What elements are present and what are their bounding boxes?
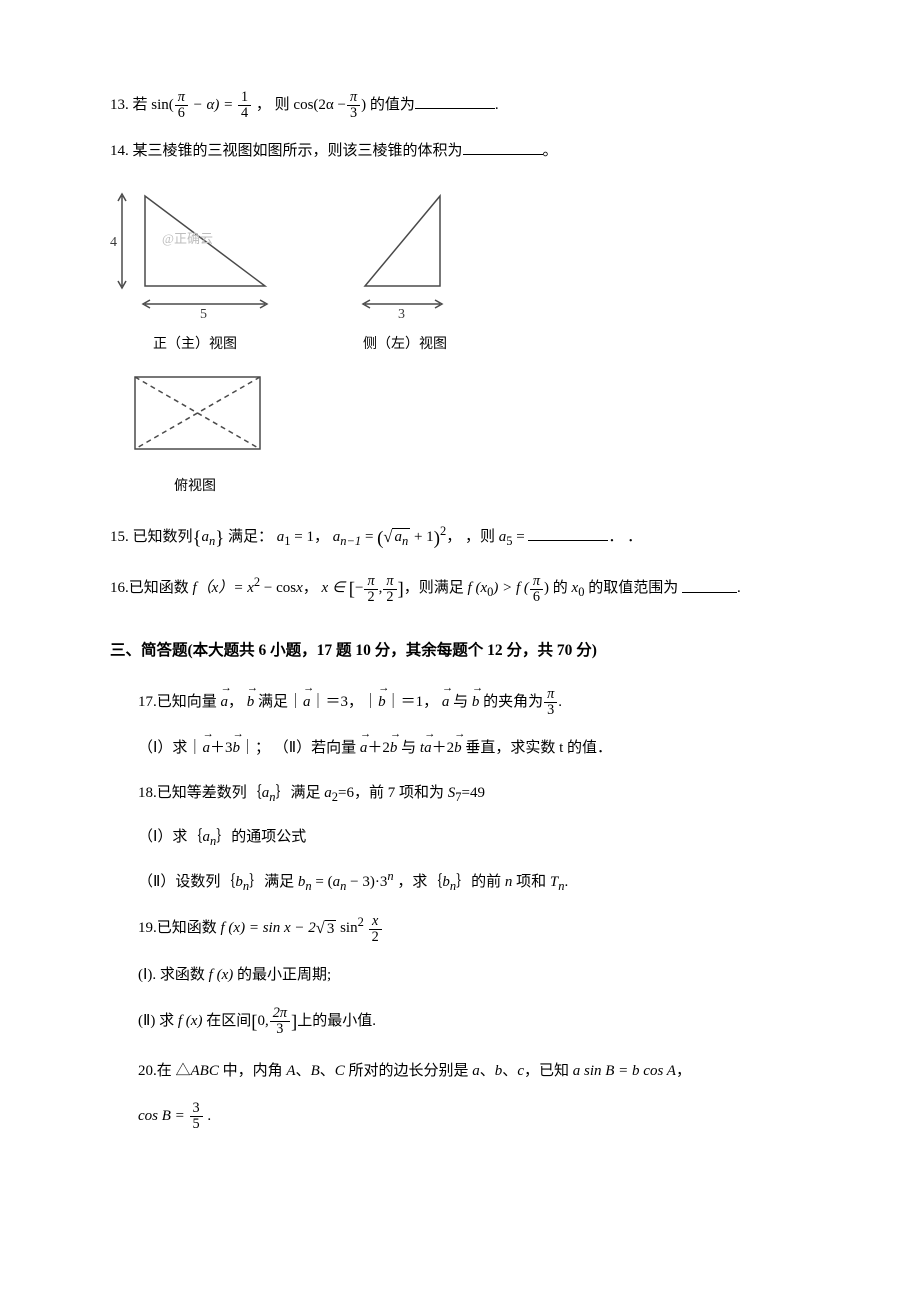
section-3-title: 三、简答题(本大题共 6 小题，17 题 10 分，其余每题个 12 分，共 7… (110, 636, 810, 665)
side-view-svg: 3 (340, 181, 470, 321)
top-view-block: 俯视图 (110, 369, 280, 501)
q16-blank (682, 578, 737, 593)
q13-mid: ， 则 cos(2α − (256, 97, 346, 113)
q18-p2: （Ⅱ）设数列｛bn｝满足 bn = (an − 3)·3n ，求｛bn｝的前 n… (138, 868, 810, 897)
svg-text:5: 5 (200, 307, 207, 321)
top-view-svg (110, 369, 280, 464)
q13-frac-rhs: 14 (238, 90, 251, 121)
front-view-svg: 4 5 @正确云 (110, 181, 280, 321)
front-view-label: 正（主）视图 (110, 332, 280, 359)
q15-num: 15. (110, 529, 129, 545)
q19-sqrt3: 3 (325, 920, 337, 938)
q19-x2: x2 (369, 914, 382, 945)
q14-diagrams-row2: 俯视图 (110, 369, 810, 501)
q15-sqrt: an (392, 528, 410, 546)
q20-line2: cos B = 35 . (138, 1101, 810, 1132)
question-20: 20.在 △ABC 中，内角 A、B、C 所对的边长分别是 a、b、c，已知 a… (138, 1057, 810, 1086)
question-16: 16.已知函数 f（x）= x2 − cosx， x ∈ [−π2,π2]，则满… (110, 572, 810, 608)
q14-blank (463, 140, 543, 155)
question-18: 18.已知等差数列｛an｝满足 a2=6，前 7 项和为 S7=49 (138, 779, 810, 808)
side-view-label: 侧（左）视图 (340, 332, 470, 359)
q13-frac-pi3: π3 (347, 90, 360, 121)
q20-num: 20. (138, 1063, 157, 1079)
q16-frac-pi6: π6 (530, 574, 543, 605)
question-13: 13. 若 sin(π6 − α) = 14 ， 则 cos(2α −π3) 的… (110, 90, 810, 121)
question-17: 17.已知向量 a， b 满足｜a｜＝3，｜b｜＝1， a 与 b 的夹角为π3… (138, 687, 810, 718)
q19-p2: (Ⅱ) 求 f (x) 在区间[0,2π3]上的最小值. (138, 1005, 810, 1041)
q13-text: 若 sin( (133, 97, 174, 113)
q13-tail: . (495, 97, 499, 113)
q18-num: 18. (138, 785, 157, 801)
q17-num: 17. (138, 694, 157, 710)
q19-p1: (Ⅰ). 求函数 f (x) 的最小正周期; (138, 961, 810, 990)
top-view-label: 俯视图 (110, 474, 280, 501)
q15-blank (528, 526, 608, 541)
q14-tail: 。 (543, 143, 558, 159)
front-view-block: 4 5 @正确云 正（主）视图 (110, 181, 280, 358)
q16-num: 16. (110, 581, 129, 597)
q13-blank (415, 94, 495, 109)
q14-num: 14. (110, 143, 129, 159)
svg-text:3: 3 (398, 307, 405, 321)
q16-frac-neg: π2 (364, 574, 377, 605)
q13-num: 13. (110, 97, 129, 113)
question-15: 15. 已知数列{an} 满足： a1 = 1， an−1 = (√an + 1… (110, 521, 810, 557)
q14-text: 某三棱锥的三视图如图所示，则该三棱锥的体积为 (133, 143, 463, 159)
q20-frac35: 35 (190, 1101, 203, 1132)
q14-diagrams-row1: 4 5 @正确云 正（主）视图 3 侧（左）视图 (110, 181, 810, 358)
svg-text:4: 4 (110, 235, 117, 250)
q19-2pi3: 2π3 (270, 1006, 290, 1037)
q17-pi3: π3 (544, 687, 557, 718)
q13-end: ) 的值为 (361, 97, 415, 113)
q13-after: − α) = (193, 97, 234, 113)
vec-a-icon: a (221, 688, 229, 717)
question-14: 14. 某三棱锥的三视图如图所示，则该三棱锥的体积为 。 (110, 137, 810, 166)
q19-num: 19. (138, 921, 157, 937)
q17-parts: （Ⅰ）求｜a＋3b｜； （Ⅱ）若向量 a＋2b 与 ta＋2b 垂直，求实数 t… (138, 734, 810, 763)
side-view-block: 3 侧（左）视图 (340, 181, 470, 358)
q15-prefix: 已知数列 (133, 529, 193, 545)
vec-b-icon: b (247, 688, 255, 717)
q18-p1: （Ⅰ）求｛an｝的通项公式 (138, 823, 810, 852)
svg-text:@正确云: @正确云 (162, 231, 213, 246)
q13-frac-pi6: π6 (175, 90, 188, 121)
question-19: 19.已知函数 f (x) = sin x − 2√3 sin2 x2 (138, 912, 810, 944)
q16-frac-pos: π2 (383, 574, 396, 605)
